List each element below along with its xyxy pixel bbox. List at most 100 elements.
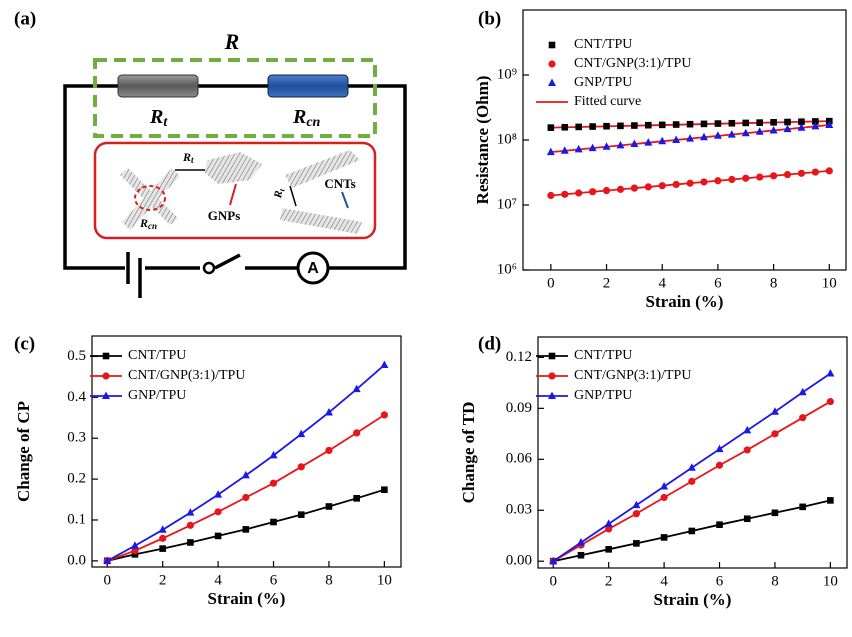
marker [186, 508, 195, 516]
marker [713, 131, 722, 139]
marker [352, 384, 361, 393]
network-box [93, 58, 377, 138]
legend-label: Fitted curve [574, 94, 641, 109]
marker [632, 500, 641, 509]
marker [214, 508, 222, 516]
marker [547, 191, 555, 200]
cnt [280, 208, 362, 234]
marker [783, 124, 792, 133]
marker [688, 527, 696, 535]
marker [715, 444, 724, 453]
marker [575, 123, 582, 131]
marker [660, 493, 668, 502]
cnt [285, 150, 360, 188]
marker [644, 138, 653, 146]
marker [672, 180, 680, 189]
marker [827, 497, 834, 504]
marker [297, 511, 305, 518]
inset-label: Rt [182, 150, 194, 165]
legend-label: CNT/TPU [128, 348, 186, 363]
marker [589, 123, 596, 130]
marker [325, 446, 333, 455]
marker [798, 387, 807, 396]
marker [741, 128, 750, 137]
legend-label: CNT/GNP(3:1)/TPU [574, 368, 691, 383]
marker [560, 146, 569, 154]
marker [576, 538, 585, 546]
marker [784, 118, 791, 126]
legend-marker [102, 391, 110, 399]
marker [604, 519, 613, 527]
x-tick-label: 2 [605, 573, 613, 589]
x-tick-label: 10 [822, 275, 837, 291]
marker [577, 551, 585, 559]
y-axis-title: Resistance (Ohm) [473, 76, 492, 205]
marker [714, 177, 722, 185]
marker [686, 179, 694, 187]
marker [770, 119, 777, 126]
marker [381, 486, 388, 494]
legend-marker [548, 391, 556, 399]
network-label: R [224, 29, 240, 54]
legend-label: GNP/TPU [128, 388, 186, 403]
marker [561, 123, 569, 131]
resistor-label: Rt [149, 106, 168, 131]
marker [297, 463, 305, 471]
marker [605, 546, 612, 553]
marker [672, 121, 680, 128]
inset-label: CNTs [324, 176, 355, 191]
marker [605, 525, 613, 533]
marker [241, 470, 250, 479]
marker [242, 526, 250, 533]
marker [575, 189, 583, 197]
marker [799, 414, 807, 422]
y-tick-label: 0.3 [67, 430, 86, 446]
marker [825, 120, 834, 129]
marker [742, 119, 750, 127]
x-tick-label: 6 [716, 573, 724, 589]
ammeter [296, 251, 330, 285]
marker [546, 147, 555, 156]
plot-frame [537, 336, 848, 569]
resistor [267, 74, 349, 98]
x-tick-label: 2 [159, 572, 167, 588]
marker [799, 503, 806, 511]
marker [811, 121, 820, 130]
marker [574, 144, 583, 153]
panel-label: (a) [14, 8, 36, 29]
marker [158, 525, 167, 533]
marker [700, 120, 708, 128]
marker [602, 142, 611, 150]
legend-label: GNP/TPU [574, 75, 632, 90]
y-tick-label: 0.2 [67, 471, 86, 487]
marker [658, 182, 666, 190]
inset-label: Rt [271, 187, 286, 200]
y-tick-label: 0.4 [67, 389, 86, 405]
x-tick-label: 0 [549, 573, 557, 589]
x-tick-label: 8 [770, 275, 778, 291]
marker [755, 127, 764, 135]
marker [214, 490, 223, 498]
marker [686, 120, 694, 128]
marker [242, 493, 250, 502]
marker [797, 123, 806, 131]
x-axis-title: Strain (%) [646, 292, 724, 311]
marker [728, 119, 736, 127]
marker [771, 509, 779, 517]
panel-label: (b) [478, 8, 501, 29]
x-tick-label: 10 [377, 572, 392, 588]
inset-label: Rcn [139, 216, 157, 231]
y-tick-label: 10⁶ [497, 261, 517, 277]
circuit-wire [63, 84, 407, 270]
marker [561, 190, 569, 198]
marker [103, 556, 112, 564]
marker [588, 143, 597, 152]
panel-label: (c) [14, 333, 35, 354]
marker [798, 118, 805, 126]
marker [826, 397, 834, 406]
plot-frame [91, 335, 402, 568]
y-tick-label: 0.06 [506, 451, 533, 467]
x-tick-label: 6 [270, 572, 278, 588]
x-tick-label: 4 [214, 572, 222, 588]
